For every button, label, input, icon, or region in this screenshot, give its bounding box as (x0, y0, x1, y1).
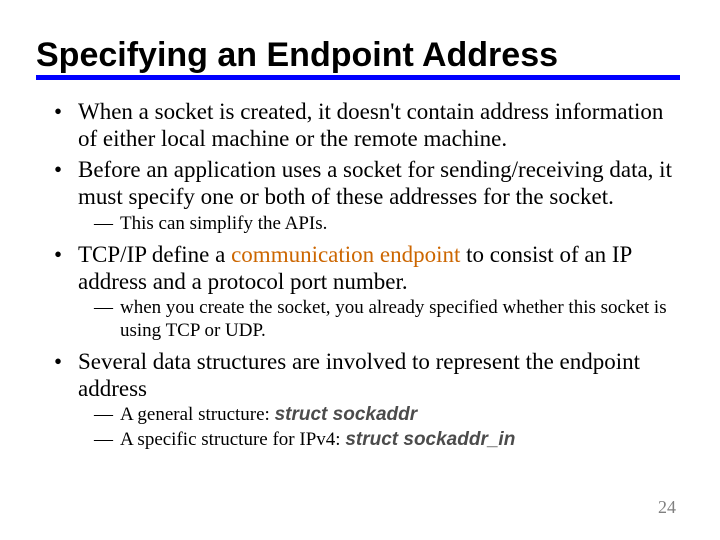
sub-text: A specific structure for IPv4: (120, 429, 345, 450)
sub-list-item: A general structure: struct sockaddr (78, 404, 680, 426)
struct-name: struct sockaddr (275, 404, 418, 425)
sub-list: This can simplify the APIs. (78, 213, 680, 235)
page-number: 24 (658, 497, 676, 518)
sub-text: when you create the socket, you already … (120, 297, 667, 340)
slide-title: Specifying an Endpoint Address (36, 36, 680, 80)
bullet-text: Before an application uses a socket for … (78, 157, 672, 209)
sub-list: when you create the socket, you already … (78, 297, 680, 342)
list-item: TCP/IP define a communication endpoint t… (54, 241, 680, 342)
list-item: Before an application uses a socket for … (54, 156, 680, 235)
sub-text: A general structure: (120, 404, 275, 425)
sub-text: This can simplify the APIs. (120, 213, 327, 234)
sub-list-item: when you create the socket, you already … (78, 297, 680, 342)
sub-list-item: A specific structure for IPv4: struct so… (78, 429, 680, 451)
sub-list: A general structure: struct sockaddr A s… (78, 404, 680, 451)
struct-name: struct sockaddr_in (345, 429, 515, 450)
slide: Specifying an Endpoint Address When a so… (0, 0, 720, 540)
slide-content: When a socket is created, it doesn't con… (36, 98, 680, 451)
bullet-list: When a socket is created, it doesn't con… (54, 98, 680, 451)
bullet-text: When a socket is created, it doesn't con… (78, 99, 663, 151)
highlight-term: communication endpoint (231, 242, 460, 267)
list-item: Several data structures are involved to … (54, 348, 680, 451)
bullet-text: TCP/IP define a (78, 242, 231, 267)
sub-list-item: This can simplify the APIs. (78, 213, 680, 235)
bullet-text: Several data structures are involved to … (78, 349, 640, 401)
list-item: When a socket is created, it doesn't con… (54, 98, 680, 152)
